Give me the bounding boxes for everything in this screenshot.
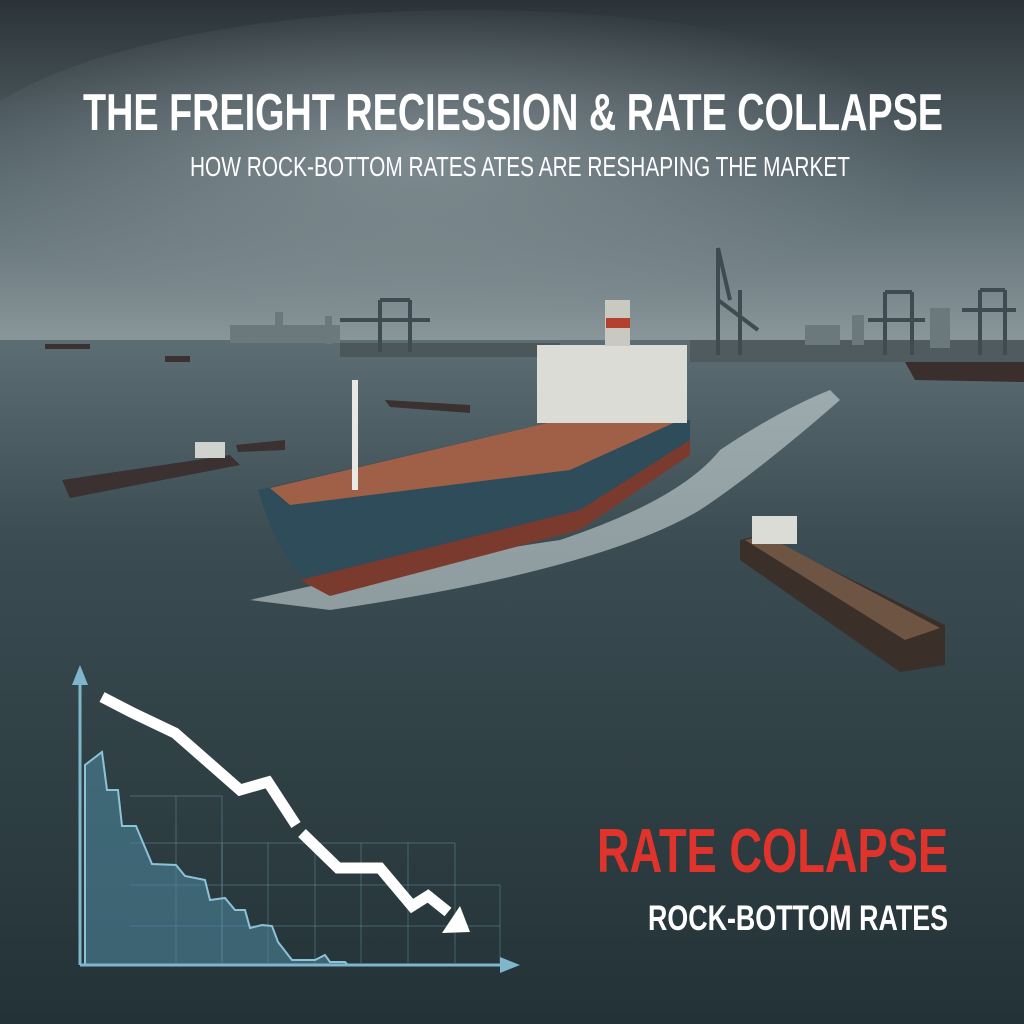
barge-right xyxy=(740,516,945,672)
poster-subtitle: HOW ROCK-BOTTOM RATES ATES ARE RESHAPING… xyxy=(190,151,850,182)
y-axis-arrowhead xyxy=(72,665,88,685)
bulk-carrier-ship xyxy=(258,300,690,596)
area-series xyxy=(84,750,351,966)
downward-trend-arrow-icon xyxy=(99,692,470,933)
port-skyline xyxy=(230,308,1024,362)
declining-area-chart-icon xyxy=(72,665,520,973)
callout-subheading: ROCK-BOTTOM RATES xyxy=(648,899,948,938)
ship-wake xyxy=(250,390,840,610)
poster-title: THE FREIGHT RECIESSION & RATE COLLAPSE xyxy=(83,84,943,142)
port-cranes xyxy=(340,247,1016,355)
callout-heading: RATE COLAPSE xyxy=(597,817,948,886)
x-axis-arrowhead xyxy=(500,957,520,973)
barge-left xyxy=(45,344,1024,498)
